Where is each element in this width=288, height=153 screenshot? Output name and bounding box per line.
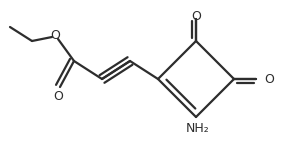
- Text: O: O: [53, 91, 63, 103]
- Text: NH₂: NH₂: [186, 123, 210, 136]
- Text: O: O: [50, 28, 60, 41]
- Text: O: O: [191, 10, 201, 23]
- Text: O: O: [264, 73, 274, 86]
